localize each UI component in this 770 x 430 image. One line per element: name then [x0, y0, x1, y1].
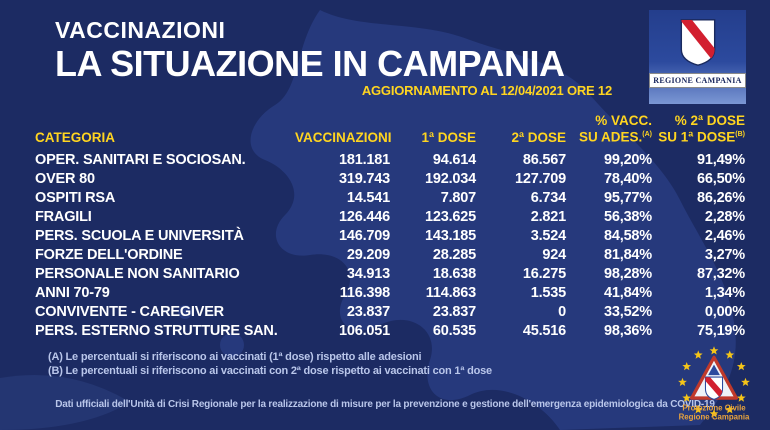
cell-dose1: 7.807: [440, 189, 476, 206]
cell-pct-vacc: 78,40%: [604, 170, 652, 187]
cell-dose1: 192.034: [424, 170, 476, 187]
cell-pct-dose2: 3,27%: [704, 246, 745, 263]
footnote-ref-a: (A): [642, 131, 652, 138]
regione-campania-label: REGIONE CAMPANIA: [649, 73, 746, 88]
header-dose2: 2ª DOSE: [511, 129, 566, 145]
cell-vaccinazioni: 181.181: [338, 151, 390, 168]
header-pct-dose2: % 2ª DOSE SU 1ª DOSE(B): [658, 113, 745, 145]
cell-dose1: 18.638: [432, 265, 476, 282]
table-row: ANNI 70-79 116.398 114.863 1.535 41,84% …: [35, 284, 745, 303]
protezione-civile-triangle-icon: [690, 355, 738, 400]
table-body: OPER. SANITARI E SOCIOSAN. 181.181 94.61…: [35, 151, 745, 341]
table-row: OPER. SANITARI E SOCIOSAN. 181.181 94.61…: [35, 151, 745, 170]
cell-categoria: FORZE DELL'ORDINE: [35, 246, 183, 263]
cell-pct-dose2: 86,26%: [697, 189, 745, 206]
cell-dose1: 28.285: [432, 246, 476, 263]
cell-pct-vacc: 33,52%: [604, 303, 652, 320]
cell-pct-vacc: 84,58%: [604, 227, 652, 244]
header-vaccinazioni: VACCINAZIONI: [295, 129, 392, 145]
cell-dose1: 94.614: [432, 151, 476, 168]
protezione-civile-logo: Protezione Civile Regione Campania: [672, 340, 756, 422]
cell-vaccinazioni: 126.446: [338, 208, 390, 225]
cell-pct-dose2: 91,49%: [697, 151, 745, 168]
credit-line: Dati ufficiali dell'Unità di Crisi Regio…: [55, 399, 715, 410]
table-row: FORZE DELL'ORDINE 29.209 28.285 924 81,8…: [35, 246, 745, 265]
cell-pct-vacc: 99,20%: [604, 151, 652, 168]
cell-vaccinazioni: 116.398: [339, 284, 390, 301]
cell-dose1: 23.837: [432, 303, 476, 320]
cell-dose1: 114.863: [425, 284, 476, 301]
cell-vaccinazioni: 319.743: [338, 170, 390, 187]
cell-vaccinazioni: 146.709: [338, 227, 390, 244]
header-pct-vacc: % VACC. SU ADES.(A): [579, 113, 652, 145]
cell-vaccinazioni: 23.837: [346, 303, 390, 320]
table-row: OVER 80 319.743 192.034 127.709 78,40% 6…: [35, 170, 745, 189]
footnote-ref-b: (B): [735, 131, 745, 138]
table-header-row: CATEGORIA VACCINAZIONI 1ª DOSE 2ª DOSE %…: [35, 114, 745, 145]
cell-dose2: 2.821: [530, 208, 566, 225]
cell-vaccinazioni: 34.913: [346, 265, 390, 282]
cell-dose1: 143.185: [424, 227, 476, 244]
cell-dose2: 127.709: [514, 170, 566, 187]
cell-pct-dose2: 2,46%: [704, 227, 745, 244]
table-row: PERS. SCUOLA E UNIVERSITÀ 146.709 143.18…: [35, 227, 745, 246]
cell-categoria: OSPITI RSA: [35, 189, 116, 206]
cell-dose1: 60.535: [432, 322, 476, 339]
cell-dose2: 45.516: [522, 322, 566, 339]
cell-pct-vacc: 56,38%: [604, 208, 652, 225]
campania-shield-icon: [680, 19, 715, 66]
cell-categoria: PERS. ESTERNO STRUTTURE SAN.: [35, 322, 278, 339]
cell-dose2: 1.535: [530, 284, 566, 301]
cell-dose2: 86.567: [522, 151, 566, 168]
page-title-line2: LA SITUAZIONE IN CAMPANIA: [55, 43, 565, 84]
cell-categoria: CONVIVENTE - CAREGIVER: [35, 303, 224, 320]
footnote-b: (B) Le percentuali si riferiscono ai vac…: [48, 365, 492, 377]
cell-categoria: ANNI 70-79: [35, 284, 110, 301]
cell-pct-dose2: 1,34%: [704, 284, 745, 301]
cell-pct-dose2: 2,28%: [704, 208, 745, 225]
regione-campania-logo: REGIONE CAMPANIA: [649, 10, 746, 104]
cell-pct-dose2: 87,32%: [697, 265, 745, 282]
cell-dose2: 6.734: [530, 189, 566, 206]
cell-pct-dose2: 66,50%: [697, 170, 745, 187]
table-row: CONVIVENTE - CAREGIVER 23.837 23.837 0 3…: [35, 303, 745, 322]
footnote-a: (A) Le percentuali si riferiscono ai vac…: [48, 351, 422, 363]
cell-vaccinazioni: 14.541: [346, 189, 390, 206]
table-row: PERSONALE NON SANITARIO 34.913 18.638 16…: [35, 265, 745, 284]
cell-pct-vacc: 41,84%: [604, 284, 652, 301]
cell-dose1: 123.625: [424, 208, 476, 225]
cell-vaccinazioni: 29.209: [346, 246, 390, 263]
title-block: VACCINAZIONI LA SITUAZIONE IN CAMPANIA: [55, 17, 565, 84]
page-title-line1: VACCINAZIONI: [55, 17, 226, 43]
cell-pct-dose2: 0,00%: [704, 303, 745, 320]
cell-pct-vacc: 95,77%: [604, 189, 652, 206]
cell-dose2: 0: [558, 303, 566, 320]
protezione-civile-label-line2: Regione Campania: [679, 413, 750, 422]
table-row: FRAGILI 126.446 123.625 2.821 56,38% 2,2…: [35, 208, 745, 227]
table-row: OSPITI RSA 14.541 7.807 6.734 95,77% 86,…: [35, 189, 745, 208]
cell-categoria: OPER. SANITARI E SOCIOSAN.: [35, 151, 246, 168]
update-timestamp: AGGIORNAMENTO AL 12/04/2021 ORE 12: [361, 83, 612, 98]
cell-categoria: PERS. SCUOLA E UNIVERSITÀ: [35, 227, 244, 244]
cell-vaccinazioni: 106.051: [338, 322, 390, 339]
cell-dose2: 16.275: [522, 265, 566, 282]
header-dose1: 1ª DOSE: [421, 129, 476, 145]
vaccination-table: CATEGORIA VACCINAZIONI 1ª DOSE 2ª DOSE %…: [35, 114, 745, 341]
footnotes: (A) Le percentuali si riferiscono ai vac…: [48, 350, 492, 378]
cell-dose2: 3.524: [530, 227, 566, 244]
table-row: PERS. ESTERNO STRUTTURE SAN. 106.051 60.…: [35, 322, 745, 341]
cell-categoria: FRAGILI: [35, 208, 92, 225]
protezione-civile-label-line1: Protezione Civile: [682, 404, 746, 413]
cell-pct-dose2: 75,19%: [697, 322, 745, 339]
cell-categoria: PERSONALE NON SANITARIO: [35, 265, 240, 282]
cell-dose2: 924: [542, 246, 566, 263]
cell-pct-vacc: 98,28%: [604, 265, 652, 282]
cell-pct-vacc: 81,84%: [604, 246, 652, 263]
cell-categoria: OVER 80: [35, 170, 95, 187]
cell-pct-vacc: 98,36%: [604, 322, 652, 339]
header-categoria: CATEGORIA: [35, 129, 115, 145]
